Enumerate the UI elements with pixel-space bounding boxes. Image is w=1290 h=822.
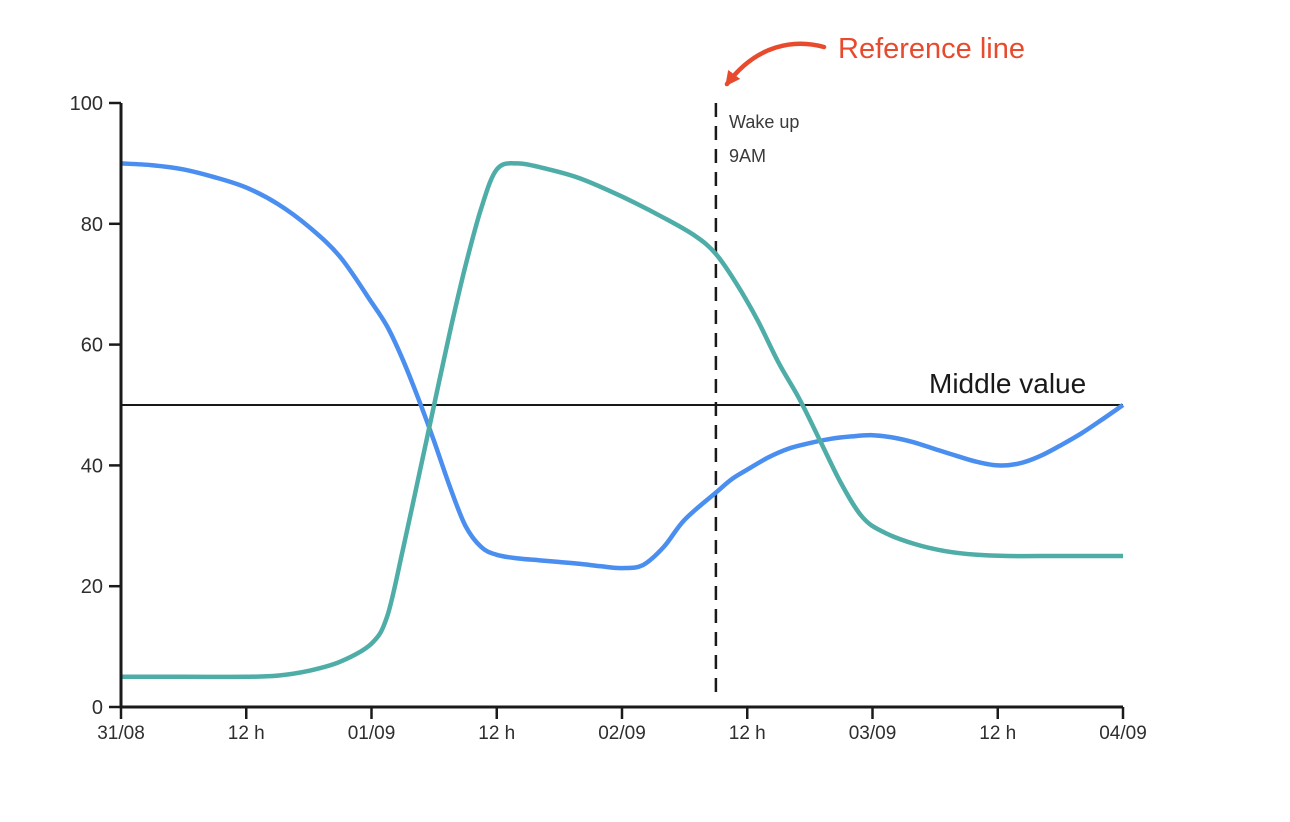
x-tick-label: 02/09 bbox=[598, 723, 646, 744]
y-tick-label: 20 bbox=[81, 576, 103, 598]
x-tick-label: 12 h bbox=[228, 723, 265, 744]
x-tick-label: 31/08 bbox=[97, 723, 145, 744]
y-tick-label: 60 bbox=[81, 335, 103, 357]
x-tick-label: 12 h bbox=[979, 723, 1016, 744]
y-tick-label: 80 bbox=[81, 214, 103, 236]
wakeup-label: Wake up 9AM bbox=[729, 105, 799, 173]
wakeup-label-line2: 9AM bbox=[729, 146, 767, 166]
y-tick-label: 40 bbox=[81, 455, 103, 477]
x-tick-label: 12 h bbox=[729, 723, 766, 744]
x-tick-label: 03/09 bbox=[849, 723, 897, 744]
x-tick-label: 12 h bbox=[478, 723, 515, 744]
reference-line-annotation: Reference line bbox=[838, 33, 1025, 65]
middle-value-label: Middle value bbox=[929, 368, 1087, 399]
series-blue-line bbox=[120, 161, 1125, 571]
y-tick-label: 0 bbox=[92, 697, 103, 719]
series-teal-line bbox=[121, 161, 1123, 680]
wakeup-label-line1: Wake up bbox=[729, 112, 800, 132]
annotation-arrow bbox=[724, 41, 827, 87]
x-tick-label: 01/09 bbox=[348, 723, 396, 744]
y-tick-label: 100 bbox=[70, 93, 103, 115]
x-tick-label: 04/09 bbox=[1099, 723, 1147, 744]
